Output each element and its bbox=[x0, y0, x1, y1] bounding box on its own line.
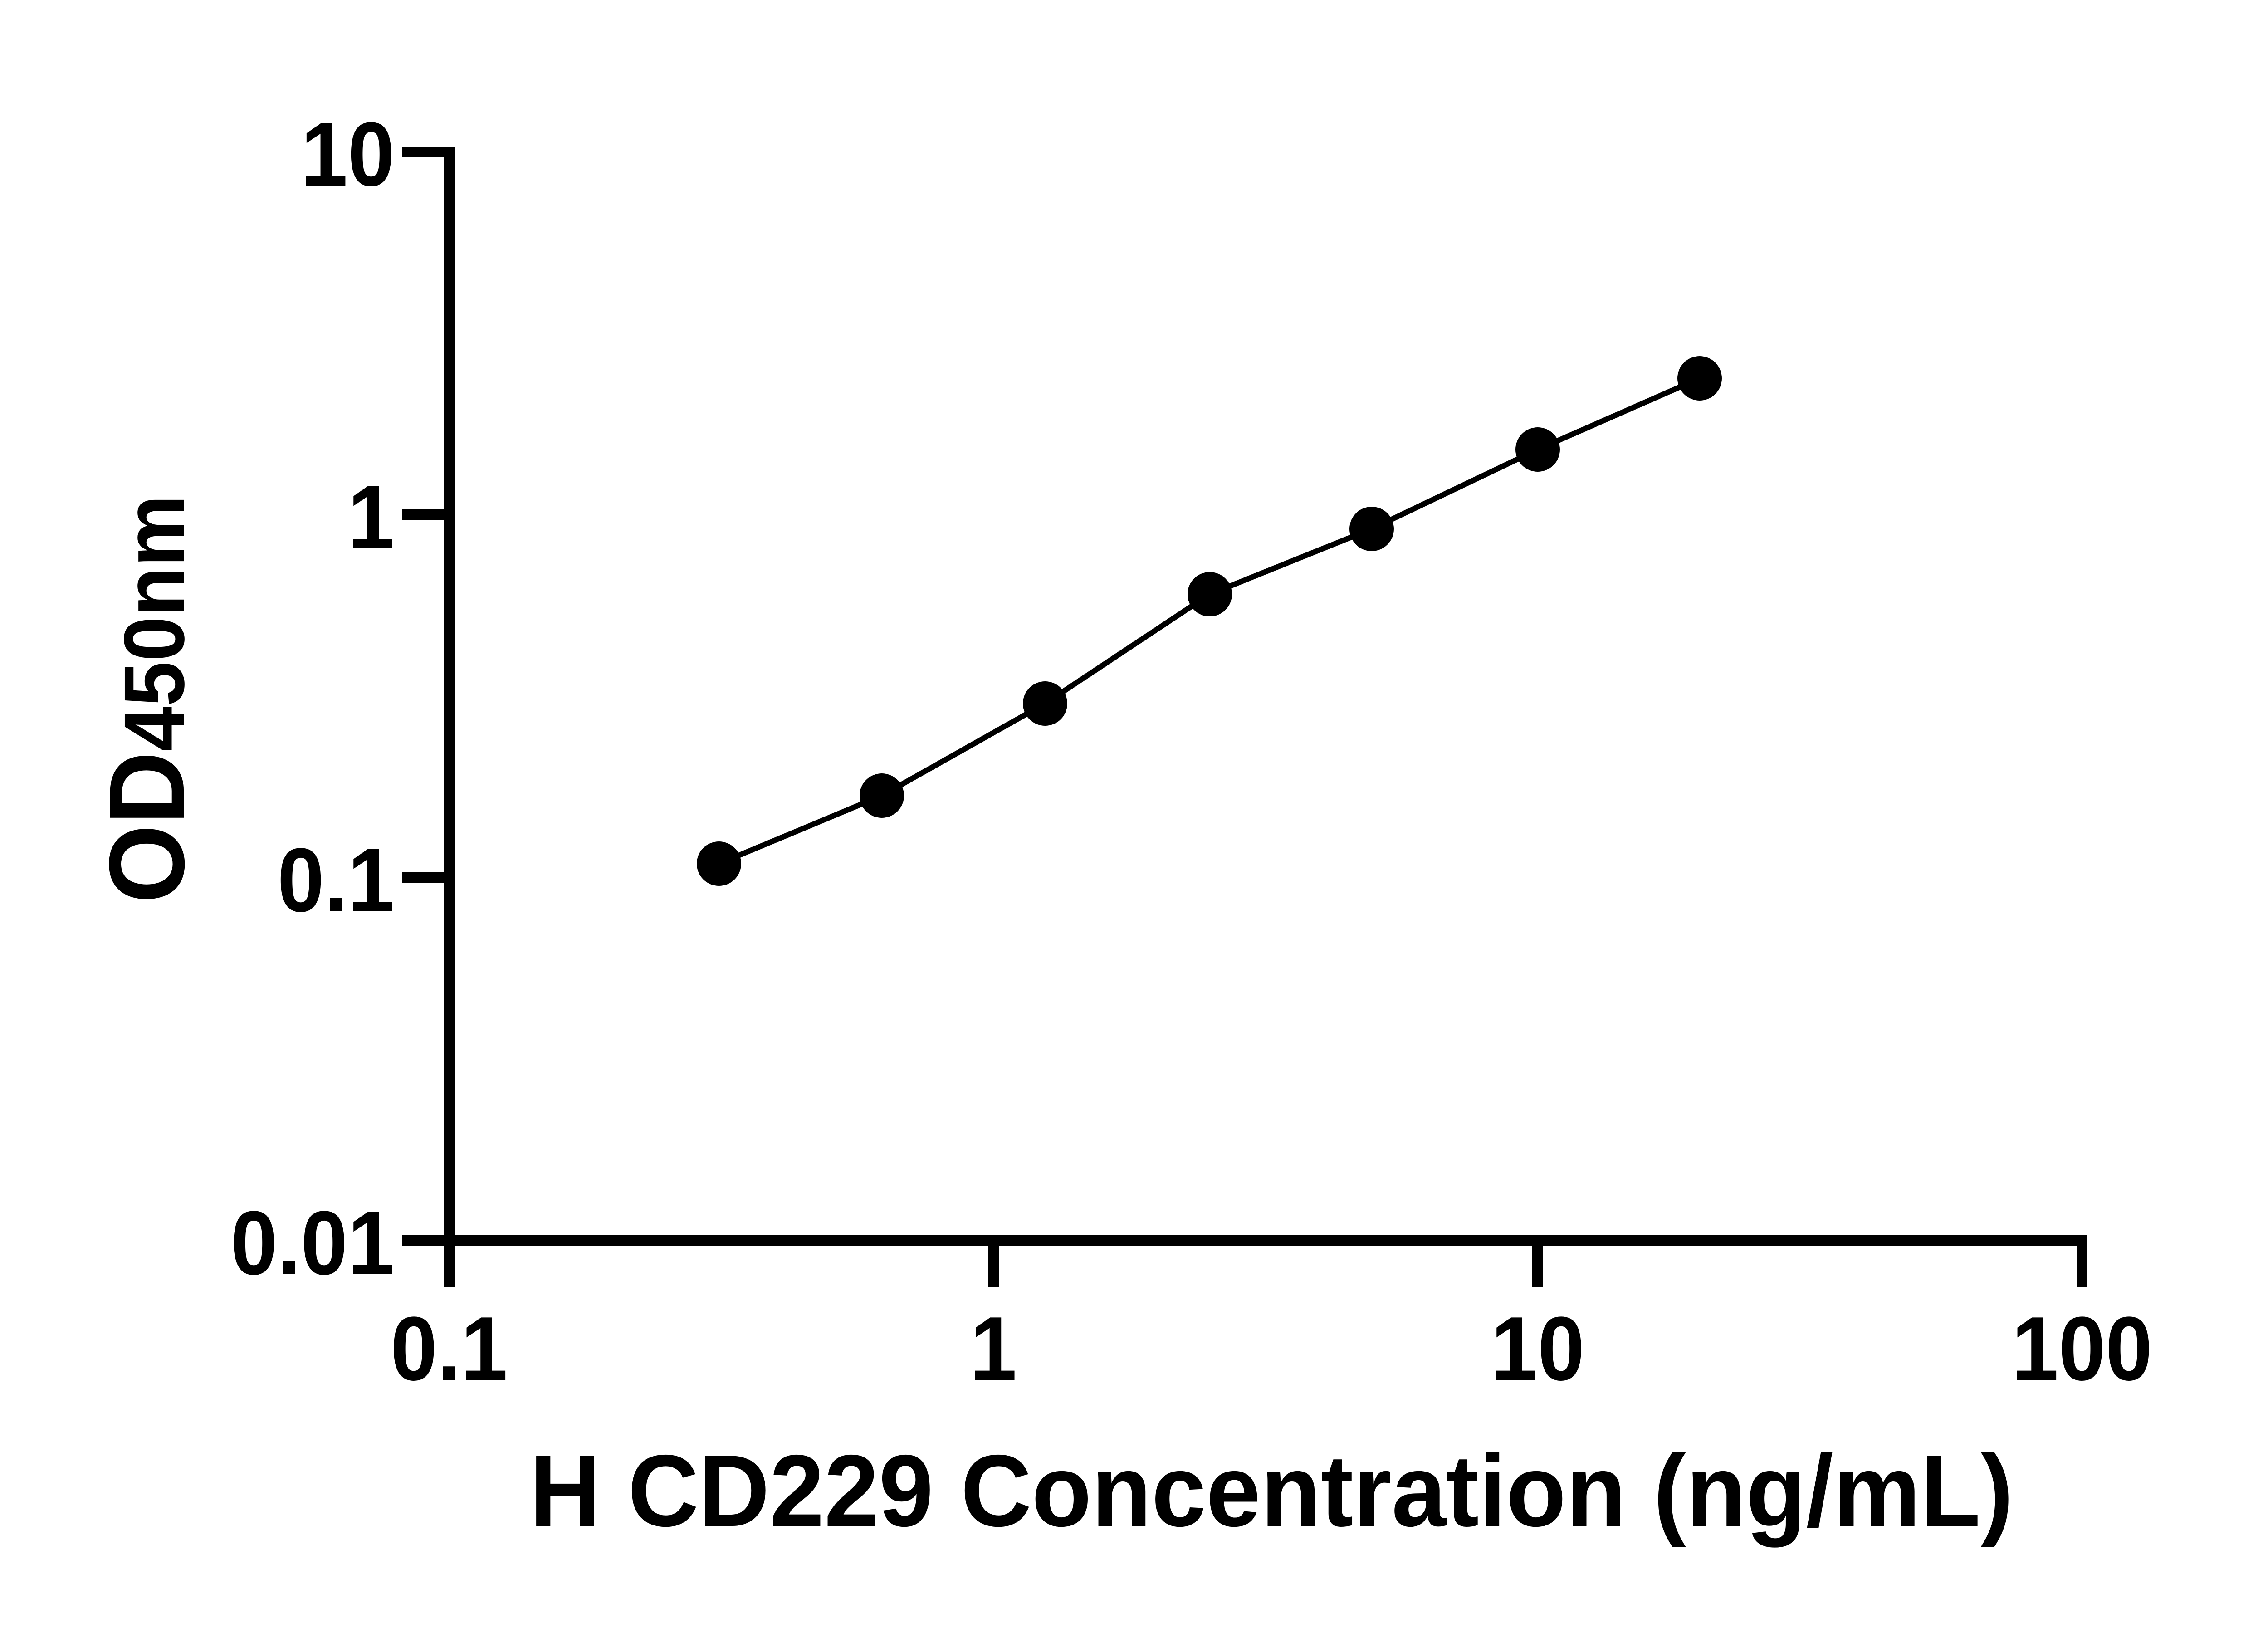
svg-text:100: 100 bbox=[2012, 1298, 2152, 1399]
svg-text:0.1: 0.1 bbox=[277, 829, 395, 931]
svg-text:H CD229 Concentration (ng/mL): H CD229 Concentration (ng/mL) bbox=[530, 1433, 2014, 1548]
svg-text:10: 10 bbox=[1491, 1298, 1585, 1399]
svg-text:10: 10 bbox=[301, 103, 395, 205]
svg-text:0.1: 0.1 bbox=[391, 1298, 508, 1399]
svg-text:1: 1 bbox=[970, 1298, 1017, 1399]
svg-text:OD450nm: OD450nm bbox=[87, 495, 206, 903]
svg-text:1: 1 bbox=[348, 466, 395, 568]
svg-text:0.01: 0.01 bbox=[230, 1192, 395, 1294]
